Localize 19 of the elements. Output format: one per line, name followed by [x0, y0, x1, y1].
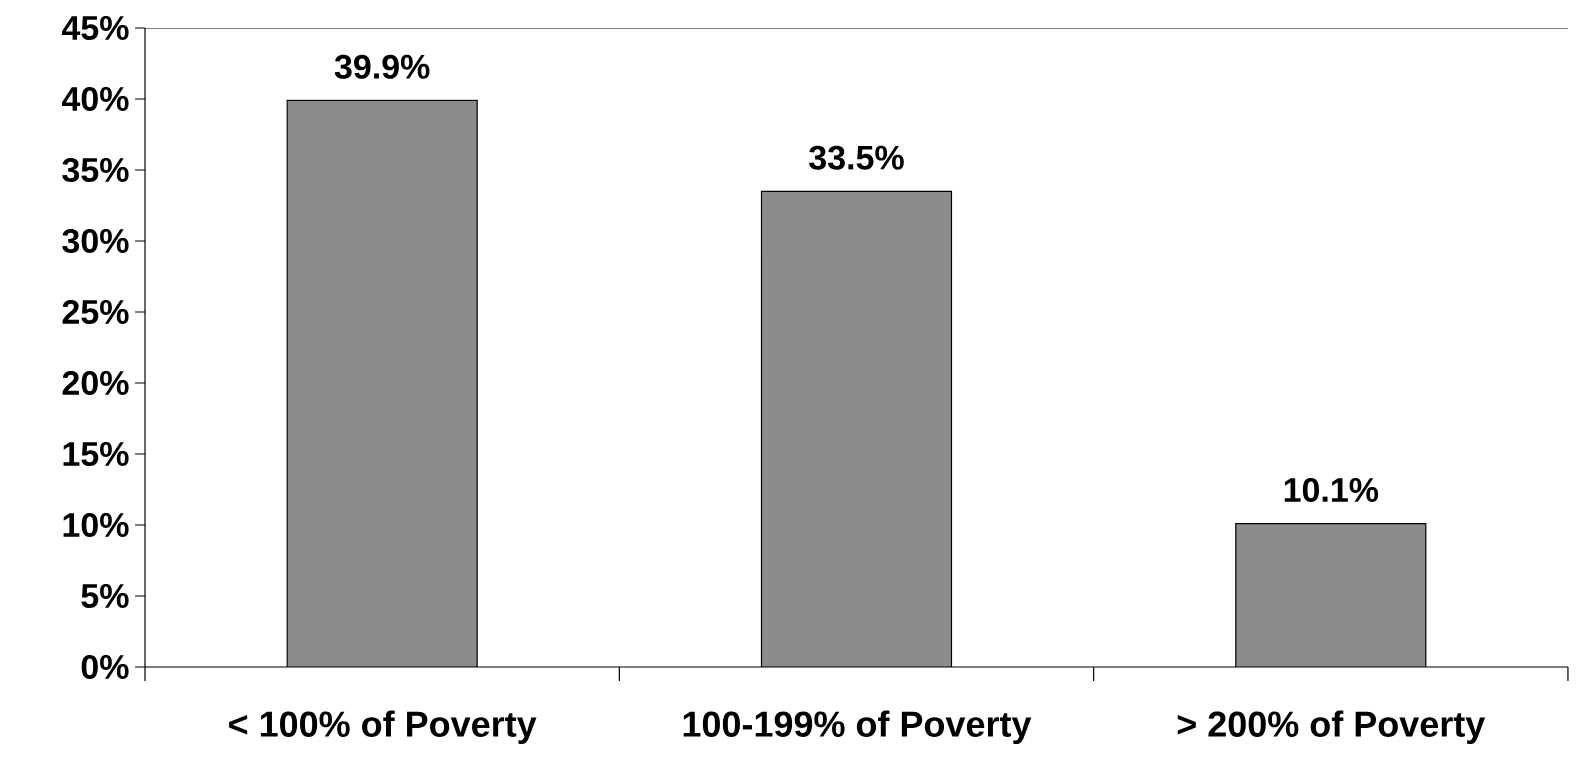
y-tick-label: 10% [63, 512, 129, 538]
bar [1235, 522, 1427, 667]
x-tick-label: 100-199% of Poverty [683, 710, 1032, 745]
y-tick-label: 20% [62, 370, 129, 396]
data-label: 39.9% [334, 54, 430, 79]
bar [761, 191, 952, 667]
y-tick-label: 5% [81, 584, 129, 608]
data-label: 10.1% [1284, 477, 1379, 503]
x-tick-label: < 100% of Poverty [229, 710, 537, 745]
y-tick-label: 35% [62, 157, 129, 183]
y-tick-label: 30% [62, 228, 129, 254]
y-tick-label: 15% [63, 442, 129, 466]
y-tick-label: 40% [61, 86, 129, 112]
y-tick-label: 0% [81, 654, 129, 680]
x-tick-label: > 200% of Poverty [1177, 710, 1486, 745]
bar [287, 100, 478, 667]
y-tick-label: 25% [62, 299, 129, 325]
data-label: 33.5% [809, 145, 904, 170]
y-tick-label: 45% [61, 16, 129, 40]
